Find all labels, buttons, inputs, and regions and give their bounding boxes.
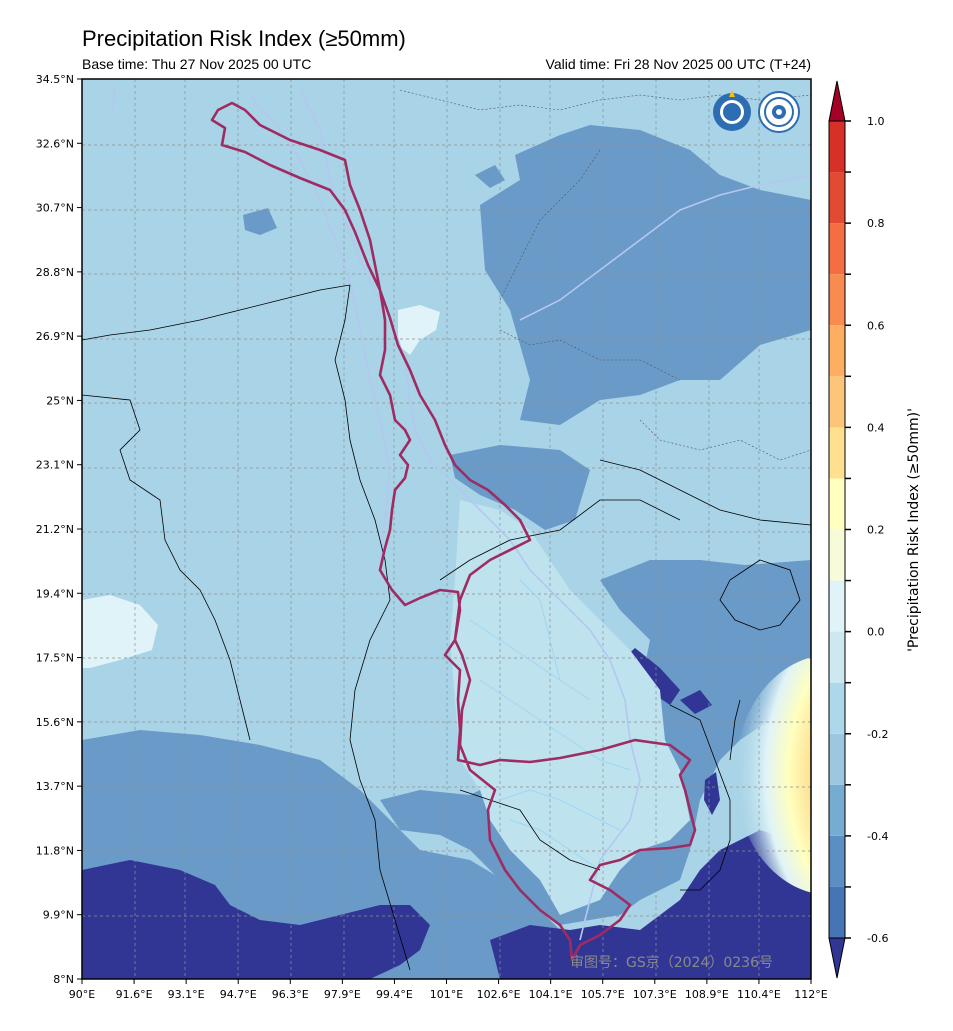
lat-tick-label: 8°N bbox=[53, 973, 74, 986]
mekong-tributaries bbox=[469, 579, 631, 871]
colorbar-segment bbox=[829, 223, 845, 275]
colorbar-segment bbox=[829, 580, 845, 632]
colorbar-segment bbox=[829, 886, 845, 938]
lat-tick-label: 15.6°N bbox=[36, 716, 74, 729]
colorbar-tick-label: 0.8 bbox=[867, 217, 885, 230]
lon-tick-label: 97.9°E bbox=[324, 988, 361, 1001]
colorbar-tick-label: 0.2 bbox=[867, 524, 885, 537]
risk-zone-hainan bbox=[720, 575, 785, 635]
map-watermark: 审图号：GS京（2024）0236号 bbox=[570, 955, 773, 971]
lon-tick-label: 110.4°E bbox=[737, 988, 781, 1001]
colorbar-tick-label: 0.6 bbox=[867, 319, 885, 332]
province-borders bbox=[399, 89, 811, 461]
colorbar-segment bbox=[829, 835, 845, 887]
lon-tick-label: 105.7°E bbox=[581, 988, 625, 1001]
colorbar-segment bbox=[829, 274, 845, 326]
lat-tick-label: 21.2°N bbox=[36, 523, 74, 536]
lon-tick-label: 91.6°E bbox=[116, 988, 153, 1001]
wmo-logo bbox=[713, 90, 751, 131]
risk-zone-andaman bbox=[82, 860, 430, 979]
risk-zone-north-light bbox=[398, 305, 440, 355]
lat-tick-label: 26.9°N bbox=[36, 330, 74, 343]
risk-zone-west-light bbox=[82, 595, 158, 668]
risk-zone-coastal bbox=[680, 690, 712, 714]
lat-tick-label: 9.9°N bbox=[43, 909, 74, 922]
lat-tick-label: 13.7°N bbox=[36, 780, 74, 793]
lon-tick-label: 90°E bbox=[69, 988, 95, 1001]
colorbar-extend-max bbox=[828, 80, 846, 122]
colorbar-segment bbox=[829, 733, 845, 785]
lat-tick-label: 19.4°N bbox=[36, 587, 74, 600]
colorbar-segment bbox=[829, 478, 845, 530]
colorbar-segment bbox=[829, 631, 845, 683]
lat-tick-label: 11.8°N bbox=[36, 844, 74, 857]
colorbar: 1.0 0.8 0.6 0.4 0.2 0.0 -0.2 -0.4 -0.6 bbox=[828, 80, 888, 979]
valid-time: Valid time: Fri 28 Nov 2025 00 UTC (T+24… bbox=[545, 56, 811, 72]
lon-tick-label: 101°E bbox=[430, 988, 463, 1001]
colorbar-label: 'Precipitation Risk Index (≥50mm)' bbox=[906, 408, 922, 652]
rivers bbox=[111, 89, 811, 941]
risk-zone-vietnam-coast bbox=[704, 772, 720, 815]
colorbar-segment bbox=[829, 121, 845, 173]
colorbar-segment bbox=[829, 784, 845, 836]
lat-tick-label: 28.8°N bbox=[36, 266, 74, 279]
risk-zone-gulf-thailand bbox=[490, 925, 670, 979]
lon-tick-label: 99.4°E bbox=[376, 988, 413, 1001]
lat-tick-label: 30.7°N bbox=[36, 202, 74, 215]
risk-zone-yunnan bbox=[450, 445, 590, 530]
lon-tick-label: 107.3°E bbox=[633, 988, 677, 1001]
colorbar-tick-label: 0.4 bbox=[867, 421, 885, 434]
colorbar-extend-min bbox=[828, 937, 846, 979]
colorbar-segment bbox=[829, 172, 845, 224]
country-borders bbox=[82, 284, 811, 971]
risk-zone-mekong-basin bbox=[450, 500, 690, 915]
mekong-basin-boundary bbox=[210, 101, 697, 962]
risk-zone-northeast bbox=[480, 125, 811, 425]
lon-tick-label: 102.6°E bbox=[477, 988, 521, 1001]
colorbar-tick-label: -0.2 bbox=[867, 728, 888, 741]
risk-zone-west-islet bbox=[243, 208, 277, 235]
risk-hotspot bbox=[735, 657, 811, 893]
risk-zone-south-china-sea bbox=[640, 830, 811, 979]
colorbar-tick-label: 0.0 bbox=[867, 626, 885, 639]
risk-zone-north-islet bbox=[475, 165, 505, 188]
lat-tick-label: 17.5°N bbox=[36, 652, 74, 665]
colorbar-segment bbox=[829, 682, 845, 734]
colorbar-tick-label: -0.6 bbox=[867, 932, 888, 945]
lon-tick-label: 94.7°E bbox=[220, 988, 257, 1001]
lon-tick-label: 112°E bbox=[794, 988, 827, 1001]
base-time: Base time: Thu 27 Nov 2025 00 UTC bbox=[82, 56, 312, 72]
lon-tick-label: 93.1°E bbox=[168, 988, 205, 1001]
colorbar-tick-label: 1.0 bbox=[867, 115, 885, 128]
lat-tick-label: 32.6°N bbox=[36, 137, 74, 150]
lat-tick-label: 25°N bbox=[46, 394, 74, 407]
colorbar-segment bbox=[829, 376, 845, 428]
colorbar-segment bbox=[829, 529, 845, 581]
cma-logo bbox=[758, 91, 800, 133]
lat-tick-label: 23.1°N bbox=[36, 459, 74, 472]
lon-tick-label: 104.1°E bbox=[529, 988, 573, 1001]
colorbar-segment bbox=[829, 427, 845, 479]
lon-tick-label: 96.3°E bbox=[272, 988, 309, 1001]
lat-tick-label: 34.5°N bbox=[36, 73, 74, 86]
lat-axis: 34.5°N 32.6°N 30.7°N 28.8°N 26.9°N 25°N 23.1°N… bbox=[36, 73, 82, 986]
lon-tick-label: 108.9°E bbox=[685, 988, 729, 1001]
colorbar-tick-label: -0.4 bbox=[867, 830, 888, 843]
lon-axis: 90°E 91.6°E 93.1°E 94.7°E 96.3°E 97.9°E 99.4°E… bbox=[69, 979, 828, 1001]
colorbar-segment bbox=[829, 325, 845, 377]
map-area bbox=[82, 79, 811, 979]
map-title: Precipitation Risk Index (≥50mm) bbox=[82, 26, 406, 51]
